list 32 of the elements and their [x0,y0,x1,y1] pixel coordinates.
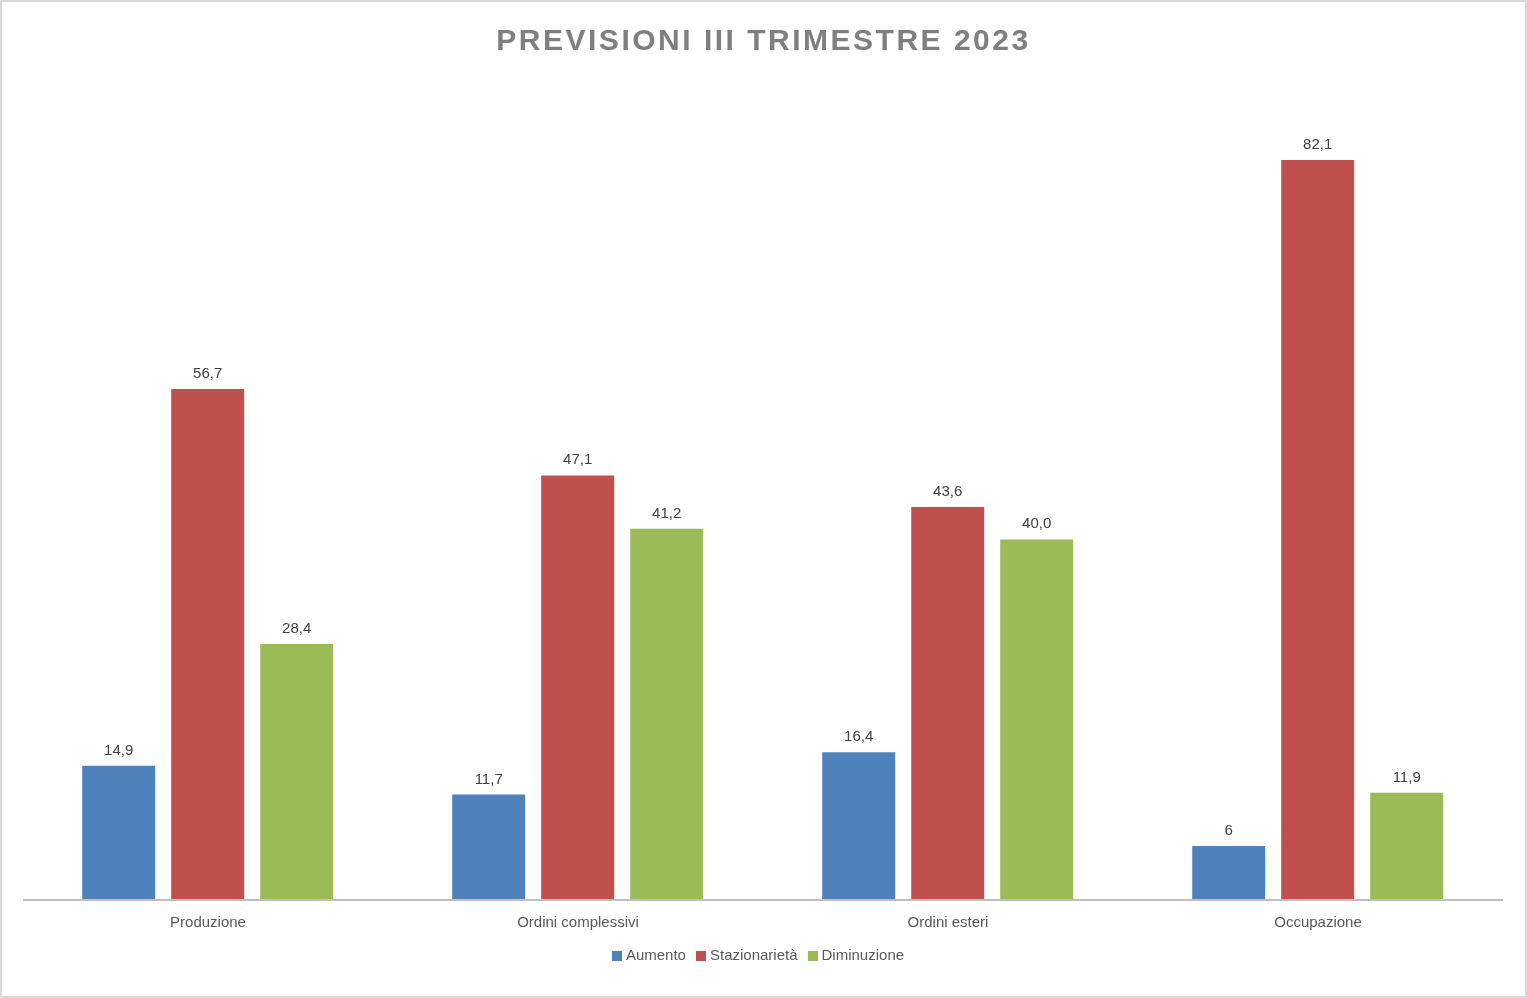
bar [171,388,245,900]
bar [911,507,985,900]
legend-label: Stazionarietà [709,946,798,963]
data-label: 16,4 [844,727,874,745]
legend-label: Aumento [625,946,686,963]
data-label: 6 [1224,820,1233,838]
data-label: 47,1 [563,450,593,468]
bar [541,475,615,900]
data-label: 11,7 [474,769,503,787]
bar [1370,792,1444,900]
data-label: 14,9 [104,740,134,758]
bar [1281,160,1355,900]
x-tick-label: Ordini complessivi [517,912,639,930]
bar [452,794,526,900]
bar [260,644,334,900]
data-label: 56,7 [193,363,223,381]
data-label: 41,2 [652,503,682,521]
data-label: 28,4 [282,619,312,637]
x-tick-label: Ordini esteri [907,912,989,930]
legend-label: Diminuzione [821,946,905,963]
data-label: 11,9 [1392,767,1421,785]
bar [82,765,156,900]
bar [1192,845,1266,900]
x-tick-label: Produzione [170,912,246,930]
data-label: 82,1 [1303,135,1333,152]
bar [1000,539,1074,900]
data-label: 40,0 [1022,514,1052,532]
data-label: 43,6 [933,482,963,500]
bar [630,528,704,900]
bar [822,752,896,900]
x-tick-label: Occupazione [1274,912,1362,930]
chart-title: PREVISIONI III TRIMESTRE 2023 [495,22,1032,58]
